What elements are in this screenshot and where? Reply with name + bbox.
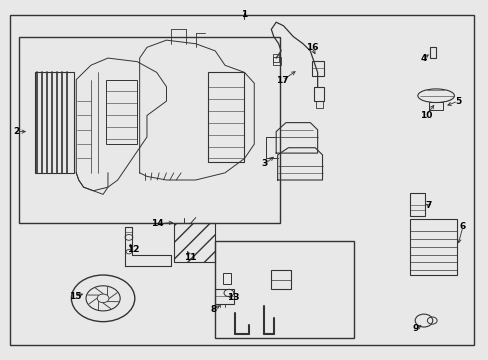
Text: 7: 7 [425, 201, 431, 210]
Text: 6: 6 [459, 222, 465, 231]
Bar [207, 72, 244, 162]
Bar [173, 223, 215, 262]
Bar [272, 54, 279, 62]
Bar [215, 289, 233, 304]
Bar [19, 37, 280, 223]
Bar [215, 241, 353, 338]
Text: 15: 15 [68, 292, 81, 301]
Bar [428, 102, 443, 110]
Text: 12: 12 [127, 246, 139, 255]
Text: 16: 16 [305, 43, 317, 52]
Bar [409, 193, 424, 216]
Text: 3: 3 [261, 159, 267, 168]
Text: 8: 8 [210, 305, 216, 314]
Text: 14: 14 [151, 219, 163, 228]
Text: 13: 13 [227, 293, 240, 302]
Bar [222, 273, 231, 284]
Bar [311, 61, 324, 76]
Bar [272, 57, 280, 65]
Text: 5: 5 [454, 96, 460, 105]
Bar [429, 47, 435, 58]
Text: 9: 9 [412, 324, 419, 333]
Text: 10: 10 [419, 111, 431, 120]
Bar [35, 72, 74, 173]
Text: 17: 17 [276, 76, 288, 85]
Bar [409, 220, 456, 275]
Text: 4: 4 [420, 54, 426, 63]
Bar [105, 80, 137, 144]
Bar [314, 87, 324, 101]
Text: 2: 2 [14, 127, 20, 136]
Bar [271, 270, 290, 289]
Bar [316, 101, 322, 108]
Text: 1: 1 [241, 10, 247, 19]
Text: 11: 11 [183, 253, 196, 262]
